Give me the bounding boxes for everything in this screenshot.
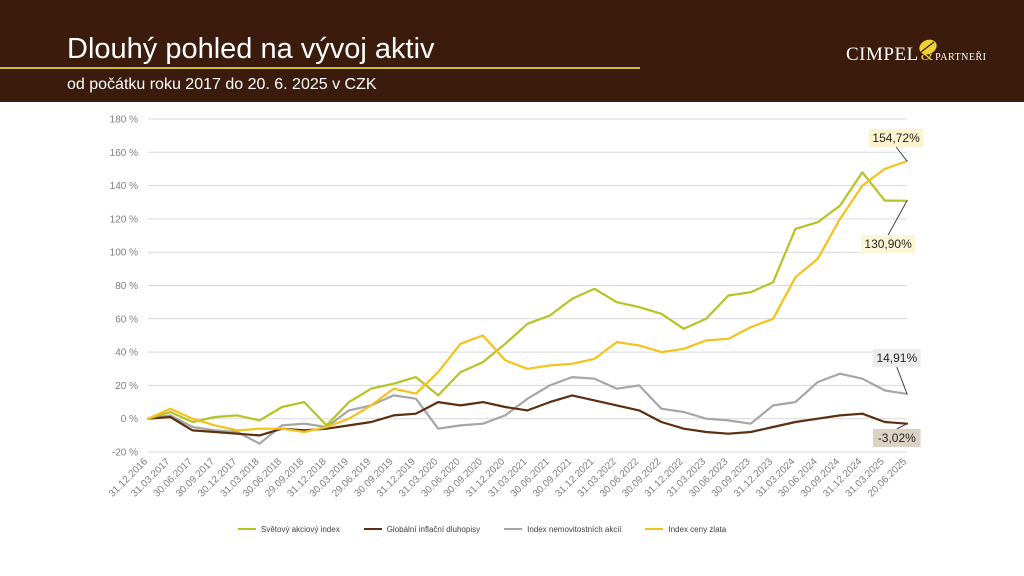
y-tick-label: 180 %: [110, 115, 138, 126]
series-line: [146, 171, 909, 427]
callout-leader: [895, 146, 908, 162]
y-tick-label: 40 %: [115, 348, 138, 359]
callout-box: [873, 429, 921, 447]
callout-leader: [896, 423, 908, 430]
legend-item: Index nemovitostních akcií: [504, 525, 621, 534]
y-tick-label: 120 %: [110, 214, 138, 225]
callout-box: [861, 235, 916, 253]
y-tick-label: 140 %: [110, 181, 138, 192]
legend-swatch: [504, 528, 523, 530]
x-axis: 31.12.201631.03.201730.06.201730.09.2017…: [107, 456, 909, 499]
y-tick-label: 160 %: [110, 148, 138, 159]
end-value-label: 14,91%: [876, 351, 917, 365]
logo-subtext: PARTNEŘI: [935, 52, 987, 63]
callout-leader: [887, 200, 908, 236]
legend-item: Index ceny zlata: [645, 525, 726, 534]
callout-leader: [896, 366, 908, 395]
callout-box: [873, 349, 921, 367]
y-tick-label: 0 %: [121, 414, 138, 425]
legend-swatch: [238, 528, 256, 530]
end-value-label: -3,02%: [878, 431, 916, 445]
chart-legend: Světový akciový index Globální inflační …: [238, 522, 750, 536]
y-tick-label: 80 %: [115, 281, 138, 292]
line-chart: 180 % 160 % 140 % 120 % 100 % 80 % 60 % 40 % 20 …: [107, 115, 924, 500]
logo-leaf-icon: [919, 39, 937, 55]
end-value-labels: 130,90% -3,02% 14,91% 154,72%: [861, 129, 924, 447]
y-tick-label: 20 %: [115, 381, 138, 392]
y-tick-label: 60 %: [115, 314, 138, 325]
legend-label: Globální inflační dluhopisy: [386, 524, 481, 534]
legend-item: Globální inflační dluhopisy: [363, 524, 481, 534]
logo-text: CIMPEL: [846, 44, 919, 65]
end-value-label: 154,72%: [872, 131, 920, 145]
series-line: [146, 159, 909, 434]
series-lines: [146, 159, 909, 445]
end-value-label: 130,90%: [864, 237, 912, 251]
page-title: Dlouhý pohled na vývoj aktiv: [67, 33, 435, 65]
legend-swatch: [363, 528, 382, 530]
series-line: [146, 394, 909, 437]
legend-item: Světový akciový index: [238, 525, 340, 534]
callout-box: [869, 129, 924, 147]
series-line: [146, 372, 909, 445]
chart-grid: [148, 118, 907, 453]
page-subtitle: od počátku roku 2017 do 20. 6. 2025 v CZ…: [67, 76, 377, 93]
legend-swatch: [645, 528, 664, 530]
legend-label: Index nemovitostních akcií: [527, 524, 622, 534]
y-tick-label: 100 %: [110, 248, 138, 259]
legend-label: Světový akciový index: [261, 524, 340, 534]
legend-label: Index ceny zlata: [668, 524, 727, 534]
y-axis: 180 % 160 % 140 % 120 % 100 % 80 % 60 % 40 % 20 …: [110, 115, 138, 459]
y-tick-label: -20 %: [112, 448, 138, 459]
header-bar: Dlouhý pohled na vývoj aktiv od počátku …: [0, 0, 1024, 102]
title-underline: [0, 67, 640, 69]
